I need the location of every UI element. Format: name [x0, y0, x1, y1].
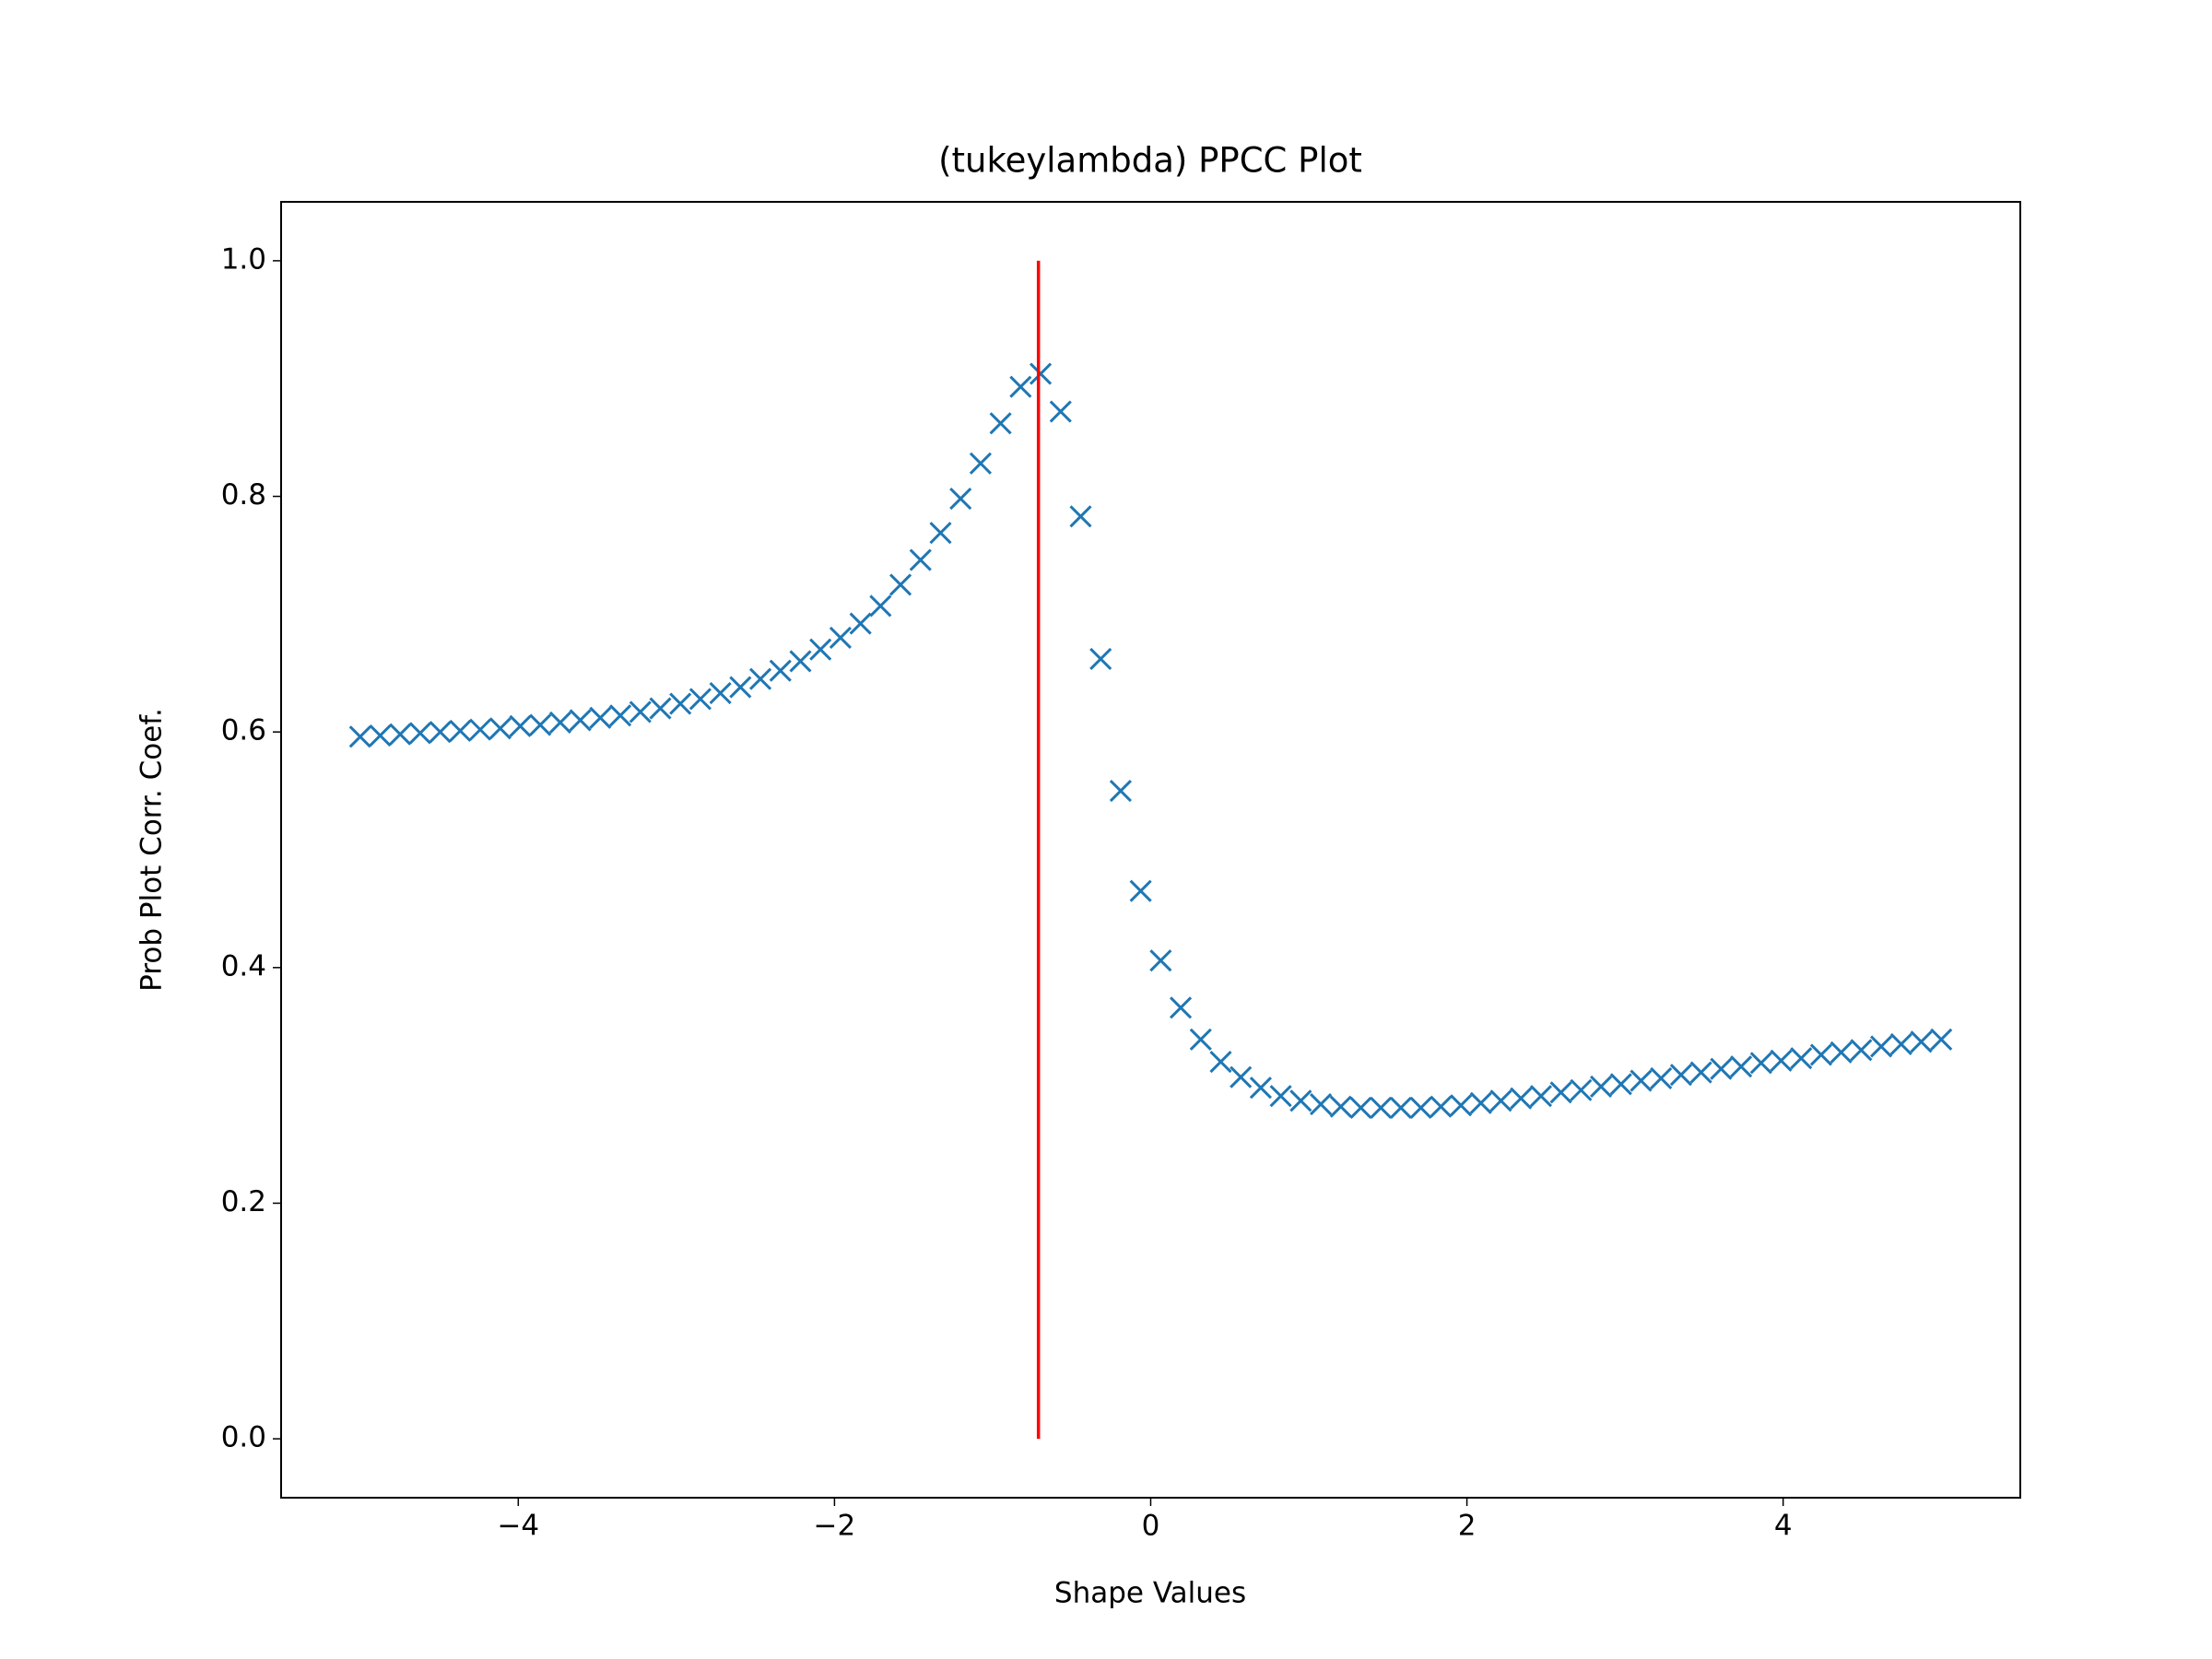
data-point [1289, 1089, 1312, 1112]
data-point [1790, 1047, 1813, 1070]
y-axis-label: Prob Plot Corr. Coef. [135, 708, 169, 992]
data-point [889, 573, 912, 596]
data-point [1650, 1066, 1673, 1090]
data-point [589, 706, 612, 729]
y-tick-label: 1.0 [221, 242, 266, 276]
data-point [1389, 1096, 1413, 1119]
data-point [649, 697, 672, 720]
x-tick-label: 4 [1774, 1510, 1793, 1543]
data-point [729, 676, 752, 699]
data-point [1830, 1041, 1853, 1064]
data-point [1069, 505, 1092, 528]
data-point [1630, 1069, 1653, 1092]
data-point [1170, 996, 1193, 1019]
y-tick-label: 0.6 [221, 714, 266, 747]
data-point [1870, 1035, 1893, 1058]
data-point [1209, 1051, 1232, 1074]
y-tick-label: 0.4 [221, 949, 266, 982]
data-point [1489, 1089, 1512, 1112]
data-point [1609, 1073, 1632, 1096]
data-point [1930, 1028, 1953, 1051]
data-point [1450, 1094, 1473, 1117]
data-point [509, 714, 532, 737]
data-point [1510, 1087, 1533, 1110]
y-tick-label: 0.0 [221, 1421, 266, 1454]
data-point [969, 452, 992, 475]
data-point [469, 718, 492, 741]
x-tick-label: 2 [1458, 1510, 1477, 1543]
data-point [1889, 1032, 1912, 1055]
data-point [769, 659, 792, 682]
data-point [1249, 1077, 1272, 1100]
data-point [1349, 1096, 1372, 1119]
data-point [989, 412, 1012, 435]
data-point [1529, 1085, 1553, 1108]
x-tick-label: −4 [497, 1510, 539, 1543]
data-point [789, 650, 812, 673]
data-point [709, 681, 732, 705]
data-point [629, 700, 652, 724]
data-point [1189, 1028, 1212, 1051]
data-point [1269, 1085, 1292, 1108]
data-point [1310, 1093, 1333, 1116]
data-point [909, 548, 932, 571]
data-point [688, 688, 712, 711]
data-point [1230, 1065, 1253, 1088]
data-point [1129, 879, 1152, 902]
x-tick-label: −2 [814, 1510, 856, 1543]
data-point [849, 612, 872, 635]
data-point [1409, 1096, 1432, 1119]
data-point [1009, 375, 1032, 398]
data-point [1730, 1055, 1753, 1078]
data-point [1109, 780, 1132, 803]
data-point [669, 692, 692, 715]
data-point [1910, 1030, 1933, 1053]
data-point [1570, 1078, 1593, 1101]
data-point [389, 723, 412, 746]
data-point [429, 721, 452, 744]
data-point [1749, 1052, 1772, 1075]
x-tick-label: 0 [1142, 1510, 1160, 1543]
data-point [609, 704, 632, 727]
data-point [348, 725, 371, 748]
data-point [548, 711, 571, 735]
data-point [408, 722, 431, 745]
data-point [1430, 1095, 1453, 1118]
data-point [1549, 1081, 1572, 1104]
data-point [1329, 1095, 1352, 1118]
data-point [1149, 949, 1172, 972]
data-point [1030, 362, 1053, 385]
data-point [1770, 1049, 1793, 1072]
data-point [929, 522, 952, 545]
data-point [1049, 400, 1072, 423]
data-point [1850, 1039, 1873, 1062]
data-point [1370, 1096, 1393, 1119]
data-point [1590, 1075, 1613, 1098]
data-point [569, 709, 592, 732]
chart-title: (tukeylambda) PPCC Plot [938, 141, 1362, 181]
plot-frame [280, 201, 2021, 1499]
data-point [748, 667, 772, 690]
data-point [1809, 1043, 1833, 1066]
y-tick-label: 0.2 [221, 1185, 266, 1218]
data-point [1710, 1057, 1733, 1080]
data-point [369, 724, 392, 747]
data-point [529, 713, 552, 736]
data-point [949, 488, 972, 511]
y-tick-label: 0.8 [221, 478, 266, 512]
data-point [1689, 1061, 1712, 1084]
data-point [809, 638, 832, 661]
x-axis-label: Shape Values [1054, 1577, 1246, 1610]
data-point [1469, 1091, 1492, 1114]
data-point [869, 594, 892, 618]
data-point [1089, 647, 1112, 670]
data-point [449, 719, 472, 742]
data-point [829, 626, 852, 649]
data-point [1669, 1064, 1692, 1087]
data-point [488, 717, 512, 740]
